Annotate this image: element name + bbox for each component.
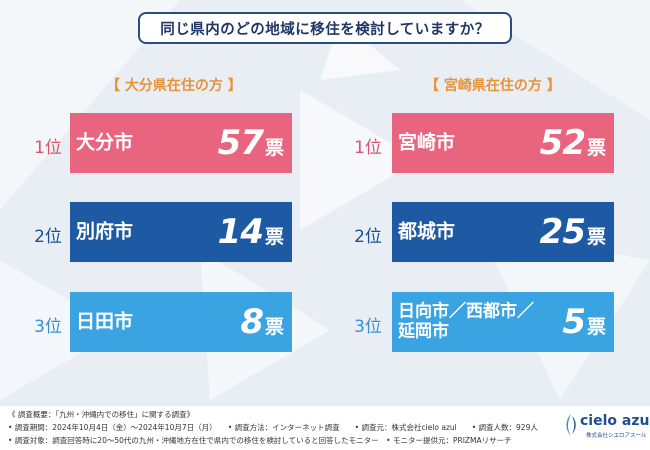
survey-footer: 《 調査概要：「九州・沖縄内での移住」に関する調査》 • 調査期間：2024年1… xyxy=(0,406,650,450)
logo-subtitle: 株式会社シエロアスール xyxy=(586,433,647,439)
miyazaki-city-3: 日向市／西都市／ 延岡市 xyxy=(398,302,534,343)
miyazaki-city-3-line1: 日向市／西都市／ xyxy=(398,301,534,322)
miyazaki-city-2: 都城市 xyxy=(398,220,456,243)
oita-row-1: 大分市 57 票 xyxy=(70,113,292,173)
oita-votes-2: 14 票 xyxy=(217,212,284,252)
logo-swirl-icon xyxy=(566,414,576,436)
miyazaki-heading: 【 宮崎県在住の方 】 xyxy=(425,78,561,94)
oita-votes-1: 57 票 xyxy=(217,123,284,163)
oita-rank-2: 2位 xyxy=(34,227,62,247)
miyazaki-rank-3: 3位 xyxy=(354,317,382,337)
miyazaki-votes-2: 25 票 xyxy=(539,212,606,252)
oita-rank-1: 1位 xyxy=(34,138,62,158)
survey-details: • 調査期間：2024年10月4日（金）～2024年10月7日（月） • 調査方… xyxy=(8,423,538,432)
miyazaki-row-2: 都城市 25 票 xyxy=(392,202,614,262)
oita-heading: 【 大分県在住の方 】 xyxy=(106,78,242,94)
page-title: 同じ県内のどの地域に移住を検討していますか？ xyxy=(138,12,512,44)
oita-row-2: 別府市 14 票 xyxy=(70,202,292,262)
miyazaki-city-3-line2: 延岡市 xyxy=(398,322,449,342)
miyazaki-rank-1: 1位 xyxy=(354,138,382,158)
miyazaki-votes-1: 52 票 xyxy=(539,123,606,163)
oita-city-1: 大分市 xyxy=(76,131,134,154)
miyazaki-row-1: 宮崎市 52 票 xyxy=(392,113,614,173)
miyazaki-rank-2: 2位 xyxy=(354,227,382,247)
miyazaki-city-1: 宮崎市 xyxy=(398,131,456,154)
survey-target: • 調査対象：調査回答時に20～50代の九州・沖縄地方在住で県内での移住を検討し… xyxy=(8,436,512,445)
survey-overview: 《 調査概要：「九州・沖縄内での移住」に関する調査》 xyxy=(8,410,195,419)
oita-city-3: 日田市 xyxy=(76,310,134,333)
logo-name: cielo azul xyxy=(580,413,650,429)
oita-rank-3: 3位 xyxy=(34,317,62,337)
oita-city-2: 別府市 xyxy=(76,220,134,243)
cielo-azul-logo: cielo azul 株式会社シエロアスール xyxy=(562,412,650,442)
